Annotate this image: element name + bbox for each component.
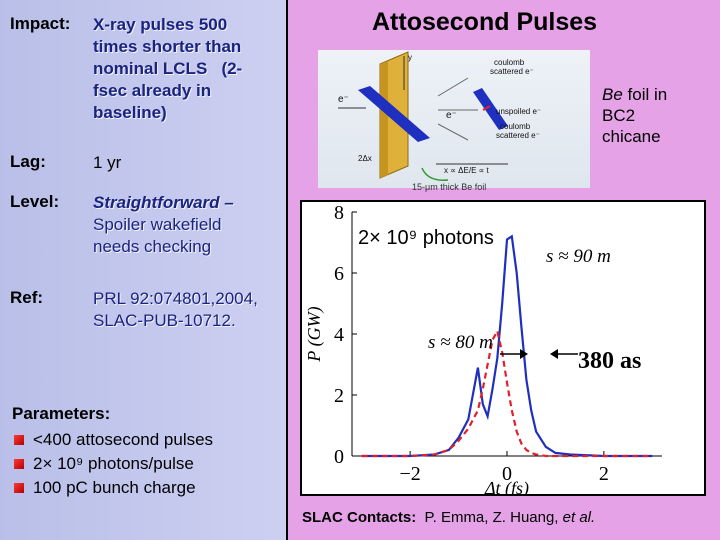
bullet-icon [14,435,24,445]
ref-value: PRL 92:074801,2004, SLAC-PUB-10712. [93,288,283,332]
annotation-s80: s ≈ 80 m [428,332,493,353]
y-tick-label: 4 [334,324,344,346]
level-value: Straightforward – Spoiler wakefield need… [93,192,283,258]
contacts-line: SLAC Contacts: P. Emma, Z. Huang, et al. [302,509,596,526]
series-line-s80 [361,327,653,458]
impact-line: nominal LCLS (2- [93,59,243,78]
ray-top [437,77,469,97]
annotation-photons: 2× 10⁹ photons [358,227,494,249]
impact-line: fsec already in [93,81,212,100]
lag-label: Lag: [10,152,46,171]
be-foil-line: Be foil in [602,84,667,105]
width-arrowhead-right [550,349,558,359]
left-panel [0,0,287,540]
foil-edge [380,61,388,178]
x-tick-label: −2 [399,463,420,485]
foil-diagram: y e⁻ e⁻ coulomb scattered e⁻ unspoiled e… [318,50,590,188]
annotation-width: 380 as [578,348,641,374]
diagram-e-right: e⁻ [446,110,457,121]
diagram-e-left: e⁻ [338,94,349,105]
x-tick-label: 2 [599,463,609,485]
list-item-text: 100 pC bunch charge [33,478,196,497]
diagram-unspoiled: unspoiled e⁻ [496,107,542,116]
bullet-icon [14,483,24,493]
level-sub-line: Spoiler wakefield [93,215,222,234]
diagram-scattered-top: scattered e⁻ [490,67,534,76]
level-heading: Straightforward – [93,193,234,212]
annotation-s90: s ≈ 90 m [546,246,611,267]
ref-line[interactable]: PRL 92:074801,2004, [93,289,258,308]
contacts-names: P. Emma, Z. Huang, et al. [424,509,596,526]
impact-line: X-ray pulses 500 [93,15,228,34]
diagram-coulomb-top: coulomb [494,58,525,67]
series-line-s90 [361,234,653,458]
width-arrowhead-left [520,349,528,359]
list-item-text: 2× 10⁹ photons/pulse [33,454,194,473]
diagram-delta-x: 2Δx [358,154,372,163]
level-sub-line: needs checking [93,237,212,256]
diagram-scattered-bottom: scattered e⁻ [496,131,540,140]
y-axis-label: P (GW) [304,306,325,362]
impact-line: baseline) [93,103,167,122]
scattered-bunch [473,88,508,130]
y-tick-label: 8 [334,202,344,224]
be-italic: Be [602,85,623,104]
diagram-coulomb-bottom: coulomb [500,122,531,131]
power-plot-svg: 0 2 4 6 8 −2 0 2 Δt (fs) P (GW) 2× 10⁹ photons s ≈ … [304,202,662,494]
x-axis-label: Δt (fs) [484,478,529,494]
parameters-title: Parameters: [12,404,111,423]
level-label: Level: [10,192,60,211]
ray-bottom [437,123,469,141]
diagram-axis-note: x ∝ ΔE/E ∝ t [444,166,489,175]
be-foil-note: Be foil in BC2 chicane [602,84,667,147]
x-tick-label: 0 [502,463,512,485]
list-item: <400 attosecond pulses [14,428,213,452]
ref-line[interactable]: SLAC-PUB-10712. [93,311,236,330]
electron-bunch [358,86,430,142]
foil-pointer-arrow [421,167,449,181]
foil-diagram-svg [338,51,508,181]
be-foil-line: BC2 [602,106,636,125]
be-foil-rest: foil in [622,85,668,104]
list-item: 100 pC bunch charge [14,476,213,500]
slide-title: Attosecond Pulses [372,8,598,36]
parameters-list: <400 attosecond pulses 2× 10⁹ photons/pu… [14,428,213,500]
foil-thickness-note: 15-μm thick Be foil [412,182,487,192]
y-tick-label: 0 [334,446,344,468]
contacts-label: SLAC Contacts [302,509,412,526]
impact-value: X-ray pulses 500 times shorter than nomi… [93,14,283,124]
power-plot: 0 2 4 6 8 −2 0 2 Δt (fs) P (GW) 2× 10⁹ photons s ≈ … [300,200,706,496]
impact-label: Impact: [10,14,71,33]
bullet-icon [14,459,24,469]
be-foil-line: chicane [602,127,661,146]
y-tick-label: 6 [334,263,344,285]
ref-label: Ref: [10,288,44,307]
panel-divider [286,0,288,540]
impact-line: times shorter than [93,37,242,56]
y-tick-label: 2 [334,385,344,407]
diagram-y-label: y [408,53,412,62]
list-item-text: <400 attosecond pulses [33,430,214,449]
list-item: 2× 10⁹ photons/pulse [14,452,213,476]
unspoiled-slice [482,105,491,111]
lag-value: 1 yr [93,153,122,172]
